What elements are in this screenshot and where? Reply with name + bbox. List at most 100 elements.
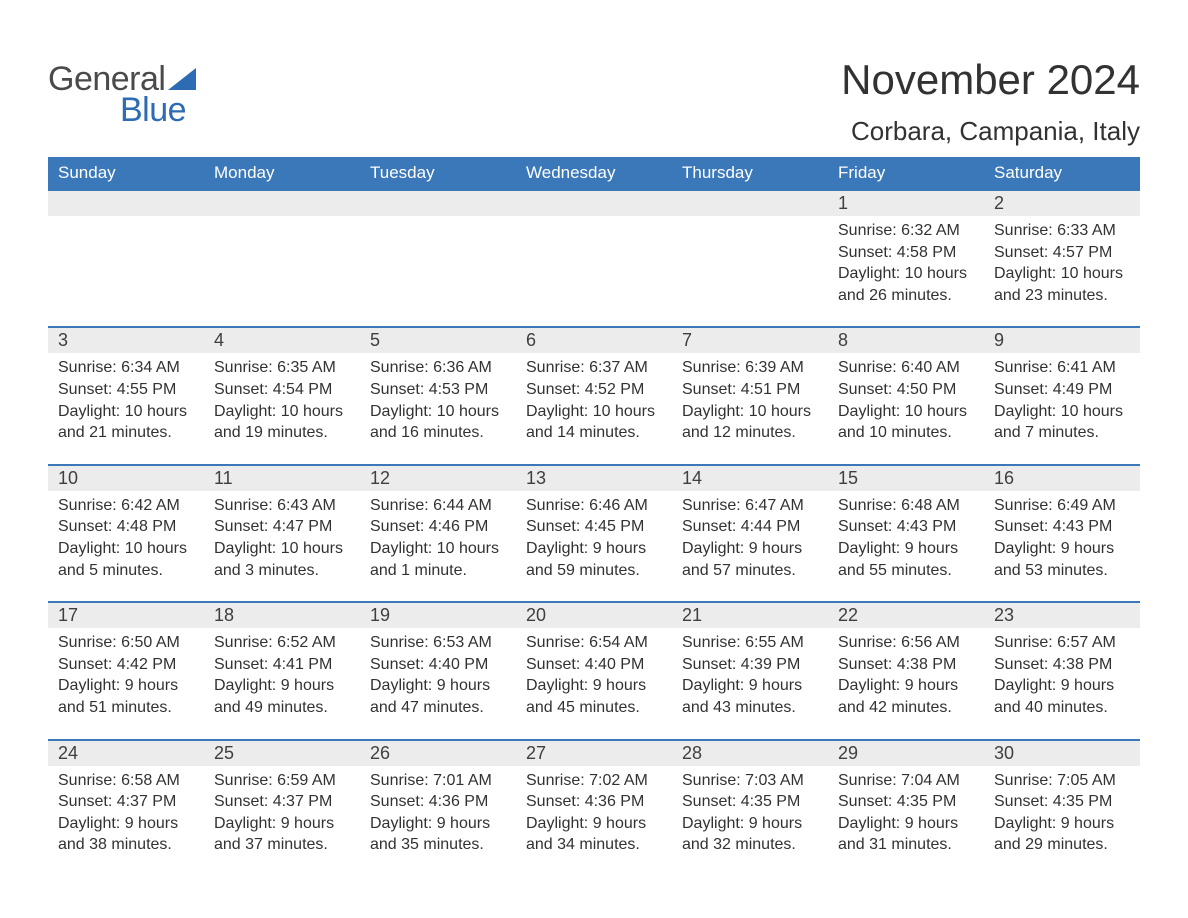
daylight-text-1: Daylight: 9 hours — [994, 813, 1130, 835]
day-number: 22 — [828, 603, 984, 628]
sunset-text: Sunset: 4:40 PM — [526, 654, 662, 676]
sunrise-text: Sunrise: 6:40 AM — [838, 357, 974, 379]
day-cell: Sunrise: 6:56 AMSunset: 4:38 PMDaylight:… — [828, 628, 984, 738]
sunset-text: Sunset: 4:44 PM — [682, 516, 818, 538]
daylight-text-1: Daylight: 9 hours — [370, 813, 506, 835]
sunrise-text: Sunrise: 6:33 AM — [994, 220, 1130, 242]
day-cell: Sunrise: 6:32 AMSunset: 4:58 PMDaylight:… — [828, 216, 984, 326]
sunset-text: Sunset: 4:36 PM — [526, 791, 662, 813]
day-number — [48, 191, 204, 216]
sunrise-text: Sunrise: 6:59 AM — [214, 770, 350, 792]
daylight-text-1: Daylight: 10 hours — [526, 401, 662, 423]
day-number: 5 — [360, 328, 516, 353]
daylight-text-1: Daylight: 9 hours — [682, 813, 818, 835]
daylight-text-2: and 3 minutes. — [214, 560, 350, 582]
day-header-friday: Friday — [828, 157, 984, 189]
day-number: 24 — [48, 741, 204, 766]
week-number-row: 17181920212223 — [48, 601, 1140, 628]
daylight-text-1: Daylight: 10 hours — [994, 263, 1130, 285]
day-header-sunday: Sunday — [48, 157, 204, 189]
sunset-text: Sunset: 4:38 PM — [838, 654, 974, 676]
sunrise-text: Sunrise: 6:50 AM — [58, 632, 194, 654]
sunset-text: Sunset: 4:57 PM — [994, 242, 1130, 264]
day-number: 29 — [828, 741, 984, 766]
daylight-text-2: and 21 minutes. — [58, 422, 194, 444]
day-number: 27 — [516, 741, 672, 766]
day-cell: Sunrise: 6:58 AMSunset: 4:37 PMDaylight:… — [48, 766, 204, 876]
daylight-text-2: and 45 minutes. — [526, 697, 662, 719]
sunset-text: Sunset: 4:45 PM — [526, 516, 662, 538]
sunrise-text: Sunrise: 6:46 AM — [526, 495, 662, 517]
day-number: 2 — [984, 191, 1140, 216]
day-number: 28 — [672, 741, 828, 766]
sunset-text: Sunset: 4:35 PM — [838, 791, 974, 813]
sunset-text: Sunset: 4:37 PM — [58, 791, 194, 813]
calendar: SundayMondayTuesdayWednesdayThursdayFrid… — [48, 157, 1140, 876]
sunset-text: Sunset: 4:38 PM — [994, 654, 1130, 676]
sunset-text: Sunset: 4:49 PM — [994, 379, 1130, 401]
daylight-text-2: and 10 minutes. — [838, 422, 974, 444]
day-cell: Sunrise: 7:05 AMSunset: 4:35 PMDaylight:… — [984, 766, 1140, 876]
day-cell: Sunrise: 6:53 AMSunset: 4:40 PMDaylight:… — [360, 628, 516, 738]
sunset-text: Sunset: 4:50 PM — [838, 379, 974, 401]
sunset-text: Sunset: 4:43 PM — [838, 516, 974, 538]
day-header-monday: Monday — [204, 157, 360, 189]
day-cell: Sunrise: 6:57 AMSunset: 4:38 PMDaylight:… — [984, 628, 1140, 738]
day-cell — [48, 216, 204, 326]
sunset-text: Sunset: 4:55 PM — [58, 379, 194, 401]
day-cell: Sunrise: 6:34 AMSunset: 4:55 PMDaylight:… — [48, 353, 204, 463]
location-subtitle: Corbara, Campania, Italy — [841, 116, 1140, 147]
daylight-text-1: Daylight: 10 hours — [838, 401, 974, 423]
sunrise-text: Sunrise: 6:43 AM — [214, 495, 350, 517]
day-header-row: SundayMondayTuesdayWednesdayThursdayFrid… — [48, 157, 1140, 189]
daylight-text-1: Daylight: 9 hours — [838, 813, 974, 835]
day-number: 8 — [828, 328, 984, 353]
week-row: Sunrise: 6:50 AMSunset: 4:42 PM Daylight:… — [48, 628, 1140, 738]
week-row: Sunrise: 6:42 AMSunset: 4:48 PMDaylight:… — [48, 491, 1140, 601]
sunrise-text: Sunrise: 7:04 AM — [838, 770, 974, 792]
week-number-row: 24252627282930 — [48, 739, 1140, 766]
day-cell: Sunrise: 6:33 AMSunset: 4:57 PMDaylight:… — [984, 216, 1140, 326]
day-cell — [204, 216, 360, 326]
sunrise-text: Sunrise: 6:55 AM — [682, 632, 818, 654]
sunset-text: Sunset: 4:37 PM — [214, 791, 350, 813]
daylight-text-2: and 37 minutes. — [214, 834, 350, 856]
week-row: Sunrise: 6:58 AMSunset: 4:37 PMDaylight:… — [48, 766, 1140, 876]
sunrise-text: Sunrise: 6:54 AM — [526, 632, 662, 654]
sunset-text: Sunset: 4:43 PM — [994, 516, 1130, 538]
sunset-text: Sunset: 4:40 PM — [370, 654, 506, 676]
sunset-text: Sunset: 4:46 PM — [370, 516, 506, 538]
day-cell: Sunrise: 6:46 AMSunset: 4:45 PMDaylight:… — [516, 491, 672, 601]
day-cell — [360, 216, 516, 326]
day-cell: Sunrise: 6:39 AMSunset: 4:51 PMDaylight:… — [672, 353, 828, 463]
daylight-text-1: Daylight: 9 hours — [994, 675, 1130, 697]
day-cell: Sunrise: 7:02 AMSunset: 4:36 PMDaylight:… — [516, 766, 672, 876]
day-header-wednesday: Wednesday — [516, 157, 672, 189]
day-cell: Sunrise: 7:01 AMSunset: 4:36 PMDaylight:… — [360, 766, 516, 876]
sunrise-text: Sunrise: 6:34 AM — [58, 357, 194, 379]
sunset-text: Sunset: 4:36 PM — [370, 791, 506, 813]
daylight-text-1: Daylight: 9 hours — [58, 813, 194, 835]
day-number: 9 — [984, 328, 1140, 353]
sunset-text: Sunset: 4:35 PM — [994, 791, 1130, 813]
sunrise-text: Sunrise: 6:35 AM — [214, 357, 350, 379]
sunrise-text: Sunrise: 6:36 AM — [370, 357, 506, 379]
day-number: 6 — [516, 328, 672, 353]
daylight-text-1: Daylight: 9 hours — [214, 813, 350, 835]
daylight-text-1: Daylight: 10 hours — [214, 401, 350, 423]
sunset-text: Sunset: 4:54 PM — [214, 379, 350, 401]
sunrise-text: Sunrise: 6:32 AM — [838, 220, 974, 242]
day-number: 3 — [48, 328, 204, 353]
sunset-text: Sunset: 4:51 PM — [682, 379, 818, 401]
daylight-text-2: and 12 minutes. — [682, 422, 818, 444]
day-header-tuesday: Tuesday — [360, 157, 516, 189]
sunset-text: Sunset: 4:42 PM — [58, 654, 194, 676]
daylight-text-1: Daylight: 9 hours — [838, 675, 974, 697]
day-number: 13 — [516, 466, 672, 491]
day-number: 16 — [984, 466, 1140, 491]
daylight-text-2: and 19 minutes. — [214, 422, 350, 444]
daylight-text-1: Daylight: 9 hours — [370, 675, 506, 697]
daylight-text-1: Daylight: 9 hours — [682, 538, 818, 560]
daylight-text-1: Daylight: 10 hours — [58, 401, 194, 423]
daylight-text-2: and 23 minutes. — [994, 285, 1130, 307]
